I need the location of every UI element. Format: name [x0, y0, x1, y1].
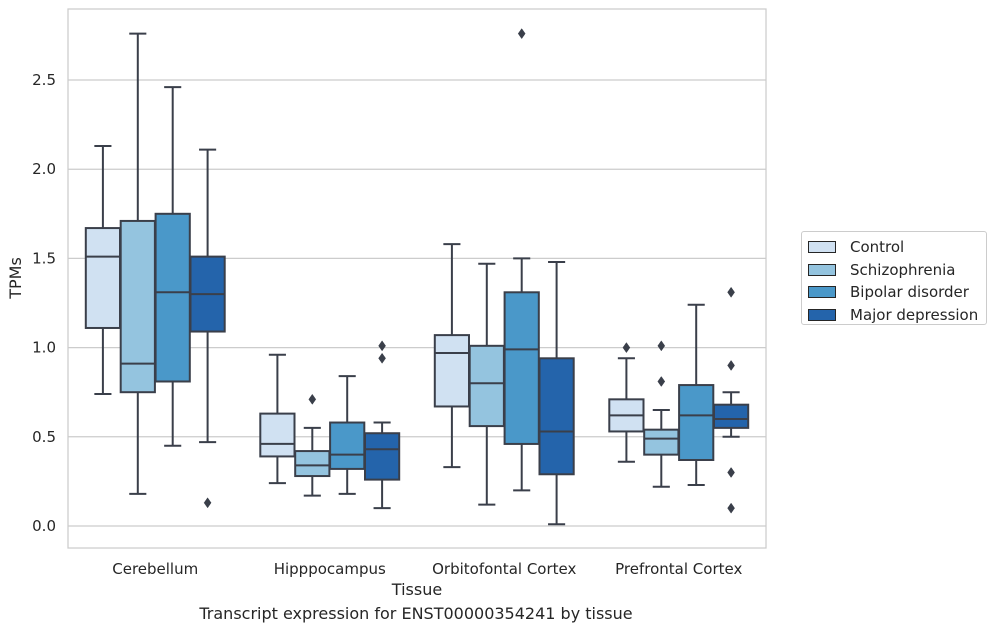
box-0-2 [154, 86, 191, 447]
box-1-0 [259, 353, 296, 485]
legend-item: Schizophrenia [802, 259, 986, 282]
legend: Control Schizophrenia Bipolar disorder Majo… [801, 231, 987, 325]
outlier-point [727, 286, 735, 298]
box-layer [84, 28, 750, 526]
plot-area-frame [67, 8, 767, 549]
y-tick-label: 1.5 [32, 249, 56, 267]
box-body [294, 450, 331, 478]
box-body [119, 219, 156, 394]
box-3-0 [608, 342, 645, 463]
legend-label: Bipolar disorder [850, 283, 969, 302]
outlier-point [622, 342, 631, 354]
box-2-3 [538, 260, 575, 526]
legend-swatch [808, 241, 836, 254]
y-tick-label: 1.0 [32, 339, 56, 357]
box-body [433, 334, 471, 408]
box-0-3 [189, 148, 226, 509]
legend-item: Control [802, 236, 986, 259]
box-1-1 [294, 393, 331, 497]
legend-swatch [808, 308, 836, 321]
box-body [329, 421, 366, 470]
outlier-point [727, 502, 735, 514]
box-body [259, 412, 296, 458]
box-0-1 [119, 32, 156, 495]
outlier-point [378, 340, 386, 352]
figure-caption: Transcript expression for ENST0000035424… [199, 604, 633, 623]
y-axis-label: TPMs [6, 257, 25, 300]
outlier-point [727, 360, 735, 371]
outlier-point [308, 393, 317, 405]
x-tick-label: Hipppocampus [274, 560, 386, 578]
legend-swatch [808, 263, 836, 276]
box-body [503, 291, 540, 445]
box-3-2 [678, 303, 715, 486]
outlier-point [378, 352, 386, 364]
legend-label: Major depression [850, 305, 979, 324]
box-body [468, 344, 505, 428]
legend-label: Schizophrenia [850, 260, 956, 279]
outlier-point [727, 467, 735, 478]
x-tick-label: Orbitofontal Cortex [432, 560, 576, 578]
outlier-point [203, 497, 212, 509]
x-tick-label: Prefrontal Cortex [615, 560, 742, 578]
legend-label: Control [850, 238, 905, 257]
legend-swatch [808, 286, 836, 299]
box-body [643, 428, 680, 456]
outlier-point [657, 376, 666, 387]
box-body [84, 227, 122, 329]
legend-item: Major depression [802, 304, 986, 327]
y-tick-label: 2.5 [32, 71, 56, 89]
outlier-point [517, 28, 526, 40]
x-tick-label: Cerebellum [112, 560, 198, 578]
y-tick-label: 0.5 [32, 428, 56, 446]
box-body [678, 384, 715, 461]
box-0-0 [84, 145, 122, 395]
box-2-2 [503, 28, 540, 492]
box-body [154, 212, 191, 383]
box-2-1 [468, 262, 505, 506]
y-tick-label: 2.0 [32, 160, 56, 178]
box-3-3 [712, 286, 750, 514]
box-body [538, 357, 575, 476]
y-tick-labels: 0.0 0.5 1.0 1.5 2.0 2.5 [32, 71, 56, 535]
legend-item: Bipolar disorder [802, 281, 986, 304]
outlier-point [657, 340, 666, 352]
box-1-3 [363, 340, 401, 510]
x-axis-label: Tissue [391, 580, 442, 599]
box-body [712, 403, 750, 429]
box-body [363, 432, 401, 481]
box-2-0 [433, 243, 471, 469]
x-tick-labels: Cerebellum Hipppocampus Orbitofontal Corte… [112, 560, 742, 578]
box-3-1 [643, 340, 680, 488]
y-tick-label: 0.0 [32, 517, 56, 535]
box-1-2 [329, 375, 366, 495]
